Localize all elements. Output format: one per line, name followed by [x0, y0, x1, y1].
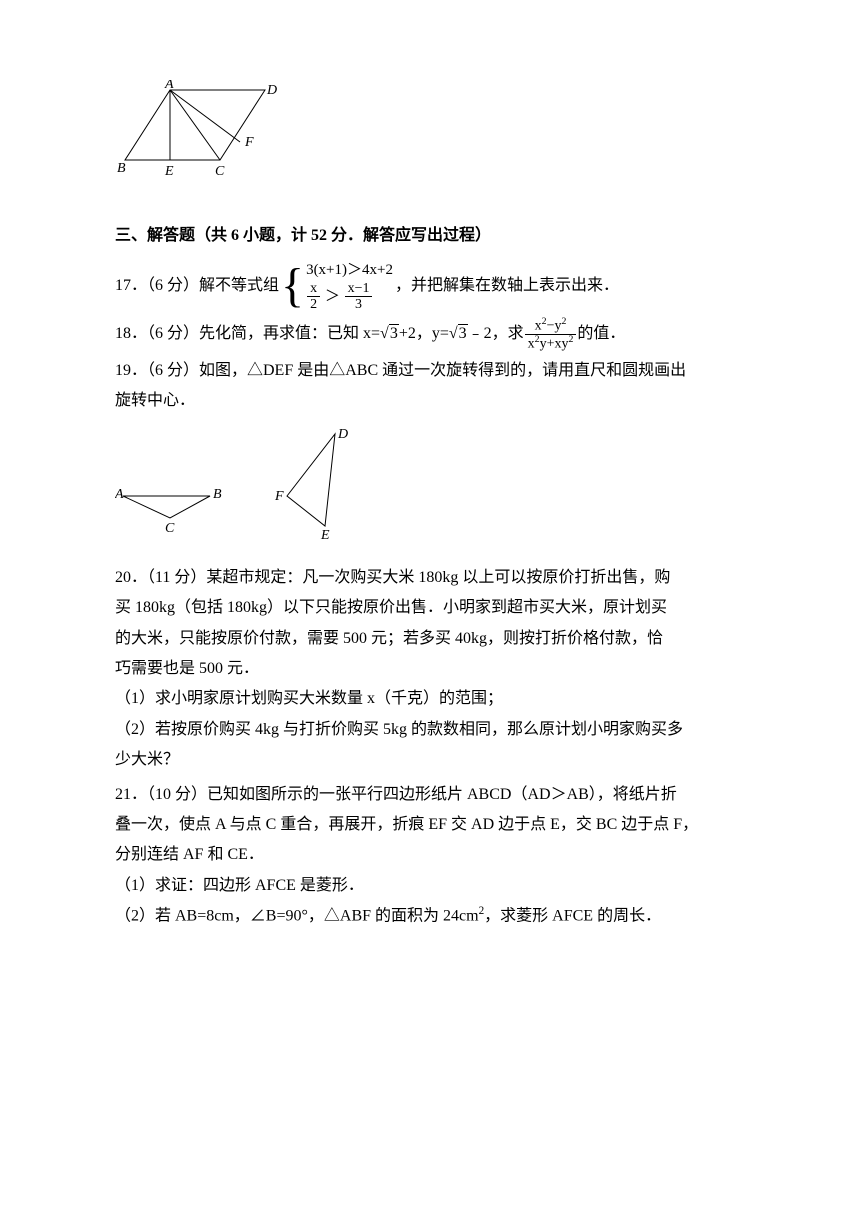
p17-suffix: ，并把解集在数轴上表示出来．	[395, 271, 619, 301]
label-B: B	[117, 161, 126, 176]
label-D2: D	[337, 427, 348, 442]
label-C: C	[215, 164, 225, 179]
p18-after2: ﹣2，求	[468, 319, 524, 349]
p20-l4: 巧需要也是 500 元．	[115, 654, 745, 684]
p20-l6: （2）若按原价购买 4kg 与打折价购买 5kg 的款数相同，那么原计划小明家购…	[115, 715, 745, 745]
p18-suffix: 的值．	[577, 319, 625, 349]
p20-l1: 20．（11 分）某超市规定：凡一次购买大米 180kg 以上可以按原价打折出售…	[115, 563, 745, 593]
p20-l7: 少大米？	[115, 745, 745, 775]
p21-l1: 21．（10 分）已知如图所示的一张平行四边形纸片 ABCD（AD＞AB），将纸…	[115, 780, 745, 810]
problem-21: 21．（10 分）已知如图所示的一张平行四边形纸片 ABCD（AD＞AB），将纸…	[115, 780, 745, 932]
p20-l5: （1）求小明家原计划购买大米数量 x（千克）的范围；	[115, 684, 745, 714]
p20-l3: 的大米，只能按原价付款，需要 500 元；若多买 40kg，则按打折价格付款，恰	[115, 624, 745, 654]
label-A: A	[164, 80, 174, 92]
problem-18: 18．（6 分）先化简，再求值：已知 x= 3 +2，y= 3 ﹣2，求 x2−…	[115, 317, 745, 352]
p18-fraction: x2−y2 x2y+xy2	[525, 317, 577, 352]
problem-19: 19．（6 分）如图，△DEF 是由△ABC 通过一次旋转得到的，请用直尺和圆规…	[115, 356, 745, 553]
section-heading: 三、解答题（共 6 小题，计 52 分．解答应写出过程）	[115, 221, 745, 251]
figure-parallelogram: A D B C E F	[115, 80, 745, 191]
p17-row1: 3(x+1)＞4x+2	[306, 260, 393, 281]
p17-prefix: 17．（6 分）解不等式组	[115, 271, 279, 301]
p21-l5: （2）若 AB=8cm，∠B=90°，△ABF 的面积为 24cm2，求菱形 A…	[115, 901, 745, 932]
p19-line2: 旋转中心．	[115, 386, 745, 416]
label-E2: E	[320, 528, 330, 541]
figure-triangles: A B C D E F	[115, 426, 745, 552]
inequality-system: { 3(x+1)＞4x+2 x2 ＞ x−13	[281, 260, 393, 313]
label-A2: A	[115, 487, 124, 502]
p21-l2: 叠一次，使点 A 与点 C 重合，再展开，折痕 EF 交 AD 边于点 E，交 …	[115, 810, 745, 840]
p17-row2: x2 ＞ x−13	[306, 281, 393, 313]
p21-l4: （1）求证：四边形 AFCE 是菱形．	[115, 871, 745, 901]
p18-prefix: 18．（6 分）先化简，再求值：已知 x=	[115, 319, 380, 349]
label-E: E	[164, 164, 174, 179]
p20-l2: 买 180kg（包括 180kg）以下只能按原价出售．小明家到超市买大米，原计划…	[115, 593, 745, 623]
p21-l3: 分别连结 AF 和 CE．	[115, 840, 745, 870]
p19-line1: 19．（6 分）如图，△DEF 是由△ABC 通过一次旋转得到的，请用直尺和圆规…	[115, 356, 745, 386]
problem-20: 20．（11 分）某超市规定：凡一次购买大米 180kg 以上可以按原价打折出售…	[115, 563, 745, 776]
problem-17: 17．（6 分）解不等式组 { 3(x+1)＞4x+2 x2 ＞ x−13 ，并…	[115, 260, 745, 313]
label-F2: F	[274, 489, 284, 504]
label-B2: B	[213, 487, 222, 502]
label-D: D	[266, 83, 277, 98]
p18-after1: +2，y=	[399, 319, 449, 349]
label-C2: C	[165, 521, 175, 536]
label-F: F	[244, 135, 254, 150]
